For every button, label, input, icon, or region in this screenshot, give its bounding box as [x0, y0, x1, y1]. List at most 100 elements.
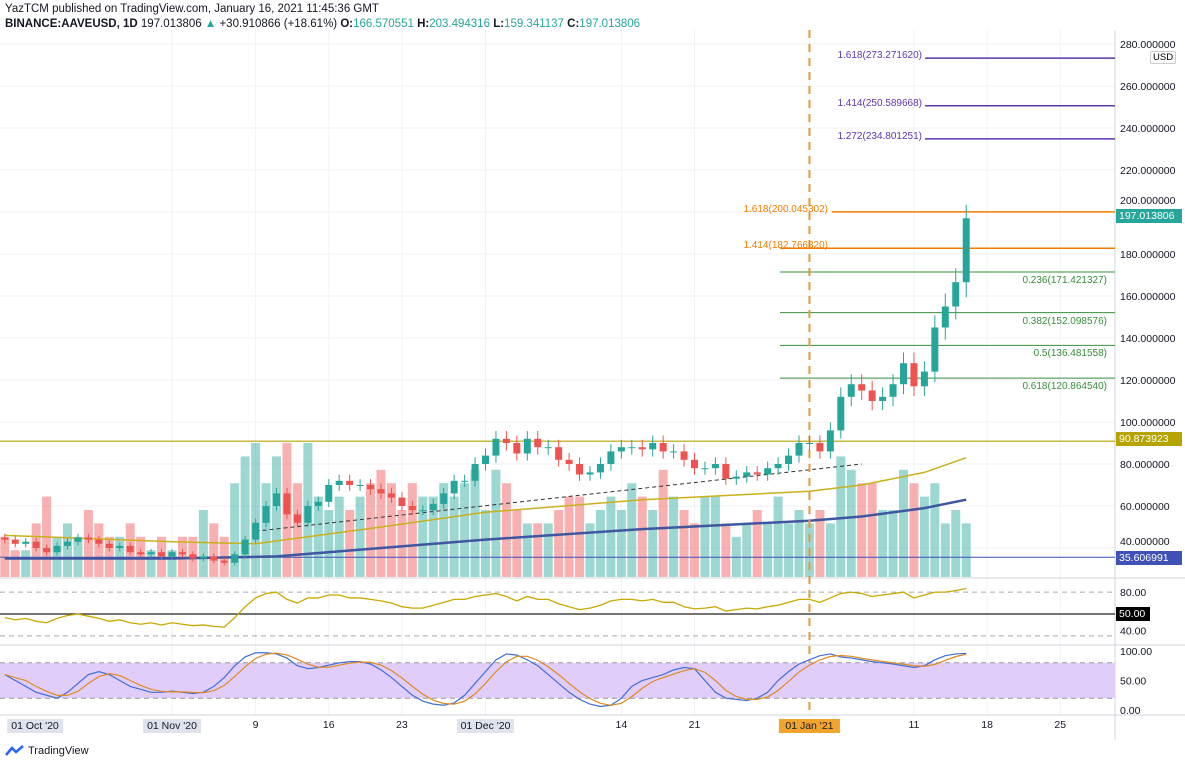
candle-body [711, 464, 719, 469]
rsi-mid-badge: 50.00 [1116, 607, 1150, 621]
candle-body [419, 510, 427, 512]
price-axis-label: 60.000000 [1120, 501, 1170, 513]
candle-body [199, 556, 207, 559]
candle-body [450, 480, 458, 494]
candle-body [377, 489, 385, 494]
high-value: 203.494316 [429, 18, 490, 30]
candle-body [64, 541, 71, 546]
candle-body [941, 306, 949, 328]
volume-bar [146, 550, 156, 577]
fib-level-label: 1.272(234.801251) [837, 130, 922, 142]
volume-bar [909, 483, 919, 577]
volume-bar [637, 496, 647, 577]
candle-body [513, 443, 521, 454]
candle-body [471, 464, 479, 481]
volume-bar [564, 496, 574, 577]
candle-body [931, 327, 939, 372]
fib-level-label: 1.618(200.045302) [743, 203, 828, 215]
price-axis-label: 80.000000 [1120, 459, 1170, 471]
volume-bar [491, 469, 501, 577]
volume-bar [543, 523, 553, 577]
time-axis-label: 11 [908, 719, 920, 731]
volume-bar [94, 523, 104, 577]
stoch-axis-label: 100.00 [1120, 646, 1152, 658]
candle-body [617, 447, 625, 452]
volume-bar [167, 550, 177, 577]
low-line-badge: 35.606991 [1116, 551, 1182, 565]
volume-bar [742, 523, 752, 577]
candle-body [900, 363, 907, 385]
candle-body [74, 537, 82, 542]
candle-body [11, 539, 19, 544]
volume-bar [21, 550, 31, 577]
volume-bar [846, 469, 856, 577]
volume-bar [867, 483, 877, 577]
candle-body [586, 472, 594, 475]
trend-line [255, 463, 862, 532]
candle-body [189, 554, 197, 559]
candle-body [879, 396, 887, 401]
volume-bar [366, 483, 376, 577]
candle-body [95, 539, 103, 544]
rsi-axis-label: 40.00 [1120, 625, 1146, 637]
volume-bar [198, 510, 208, 577]
volume-bar [710, 496, 720, 577]
candle-body [116, 545, 124, 548]
candle-body [335, 480, 343, 485]
time-axis-label: 16 [322, 719, 335, 731]
volume-bar [376, 469, 386, 577]
candle-body [722, 464, 730, 479]
price-axis-label: 260.000000 [1120, 81, 1176, 93]
candle-body [628, 447, 636, 449]
volume-bar [418, 496, 428, 577]
candle-body [774, 464, 782, 469]
time-axis-label: 9 [252, 719, 259, 731]
volume-bar [554, 510, 564, 577]
candle-body [638, 447, 646, 450]
currency-label[interactable]: USD [1150, 51, 1177, 64]
symbol-label: BINANCE:AAVEUSD, 1D [5, 18, 138, 30]
tradingview-logo[interactable]: TradingView [5, 745, 89, 757]
candle-body [952, 282, 960, 307]
time-axis-label: 14 [615, 719, 628, 731]
candle-body [137, 552, 145, 555]
rsi-line [4, 587, 967, 628]
candle-body [732, 476, 740, 479]
volume-bar [763, 523, 773, 577]
publish-info: YazTCM published on TradingView.com, Jan… [5, 3, 379, 15]
price-axis-label: 120.000000 [1120, 375, 1176, 387]
time-axis-label: 01 Nov '20 [143, 719, 201, 733]
candle-body [576, 464, 584, 475]
volume-bar [470, 469, 480, 577]
candle-body [398, 497, 406, 506]
volume-bar [878, 510, 888, 577]
high-label: H: [417, 18, 430, 30]
volume-bar [815, 510, 825, 577]
candle-body [440, 493, 448, 504]
open-label: O: [340, 18, 354, 30]
price-axis-label: 40.000000 [1120, 536, 1170, 548]
candle-body [241, 539, 249, 555]
candle-body [607, 451, 615, 464]
price-axis-label: 100.000000 [1120, 417, 1176, 429]
candle-body [805, 443, 813, 444]
volume-bar [397, 510, 407, 577]
volume-bar [700, 496, 710, 577]
volume-bar [961, 523, 971, 577]
fib-level-label: 1.414(182.766820) [743, 240, 828, 252]
candle-body [220, 560, 228, 563]
low-label: L: [493, 18, 505, 30]
volume-bar [481, 510, 490, 577]
volume-bar [272, 456, 281, 577]
last-price: 197.013806 [140, 18, 202, 30]
candle-body [346, 480, 354, 485]
volume-bar [386, 483, 396, 577]
candle-body [147, 552, 155, 555]
candle-body [304, 506, 312, 523]
candle-body [753, 472, 761, 475]
volume-bar [679, 510, 689, 577]
fib-level-label: 0.5(136.481558) [1033, 348, 1107, 360]
candle-body [544, 447, 552, 449]
